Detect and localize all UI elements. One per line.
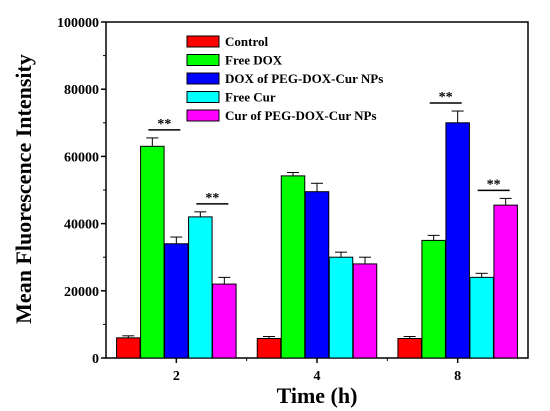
y-axis-title: Mean Fluorescence Intensity bbox=[11, 54, 36, 324]
y-tick-label: 60000 bbox=[64, 150, 99, 165]
bar bbox=[256, 338, 282, 359]
y-tick-label: 40000 bbox=[64, 218, 99, 233]
significance-label: ** bbox=[487, 177, 501, 192]
x-tick-label: 4 bbox=[314, 369, 321, 384]
legend-swatch bbox=[186, 91, 220, 103]
x-tick-label: 8 bbox=[454, 369, 461, 384]
bar bbox=[212, 283, 237, 359]
bar bbox=[188, 216, 213, 359]
x-axis-title: Time (h) bbox=[277, 383, 358, 408]
bar bbox=[280, 175, 306, 359]
bar bbox=[421, 239, 446, 359]
x-axis: 2 4 8 bbox=[173, 358, 461, 384]
legend-label: Cur of PEG-DOX-Cur NPs bbox=[225, 108, 377, 123]
bar bbox=[445, 122, 470, 359]
significance-label: ** bbox=[205, 191, 219, 206]
significance-annotations: ** ** ** ** bbox=[148, 90, 510, 206]
bar bbox=[352, 263, 378, 359]
bar bbox=[328, 256, 354, 359]
y-tick-label: 80000 bbox=[64, 83, 99, 98]
legend-swatch bbox=[186, 35, 220, 48]
legend-swatch bbox=[186, 54, 220, 66]
legend-label: Free DOX bbox=[225, 53, 283, 68]
legend: Control Free DOX DOX of PEG-DOX-Cur NPs Fre… bbox=[186, 34, 383, 123]
bar bbox=[397, 338, 422, 359]
legend-swatch bbox=[186, 109, 220, 122]
bar bbox=[493, 204, 518, 359]
bar bbox=[116, 337, 141, 359]
significance-label: ** bbox=[439, 90, 453, 105]
significance-label: ** bbox=[157, 117, 171, 132]
y-tick-label: 0 bbox=[92, 352, 99, 367]
bar bbox=[164, 243, 189, 359]
legend-swatch bbox=[186, 72, 220, 85]
legend-label: Free Cur bbox=[225, 90, 276, 105]
legend-label: DOX of PEG-DOX-Cur NPs bbox=[225, 71, 383, 86]
bar bbox=[140, 145, 165, 359]
bar bbox=[304, 191, 330, 359]
bar bbox=[469, 276, 494, 359]
plot-area bbox=[105, 21, 529, 359]
x-tick-label: 2 bbox=[173, 369, 180, 384]
y-tick-label: 100000 bbox=[57, 16, 99, 31]
y-axis: 0 20000 40000 60000 80000 100000 bbox=[57, 16, 106, 367]
legend-label: Control bbox=[225, 34, 268, 49]
y-tick-label: 20000 bbox=[64, 285, 99, 300]
